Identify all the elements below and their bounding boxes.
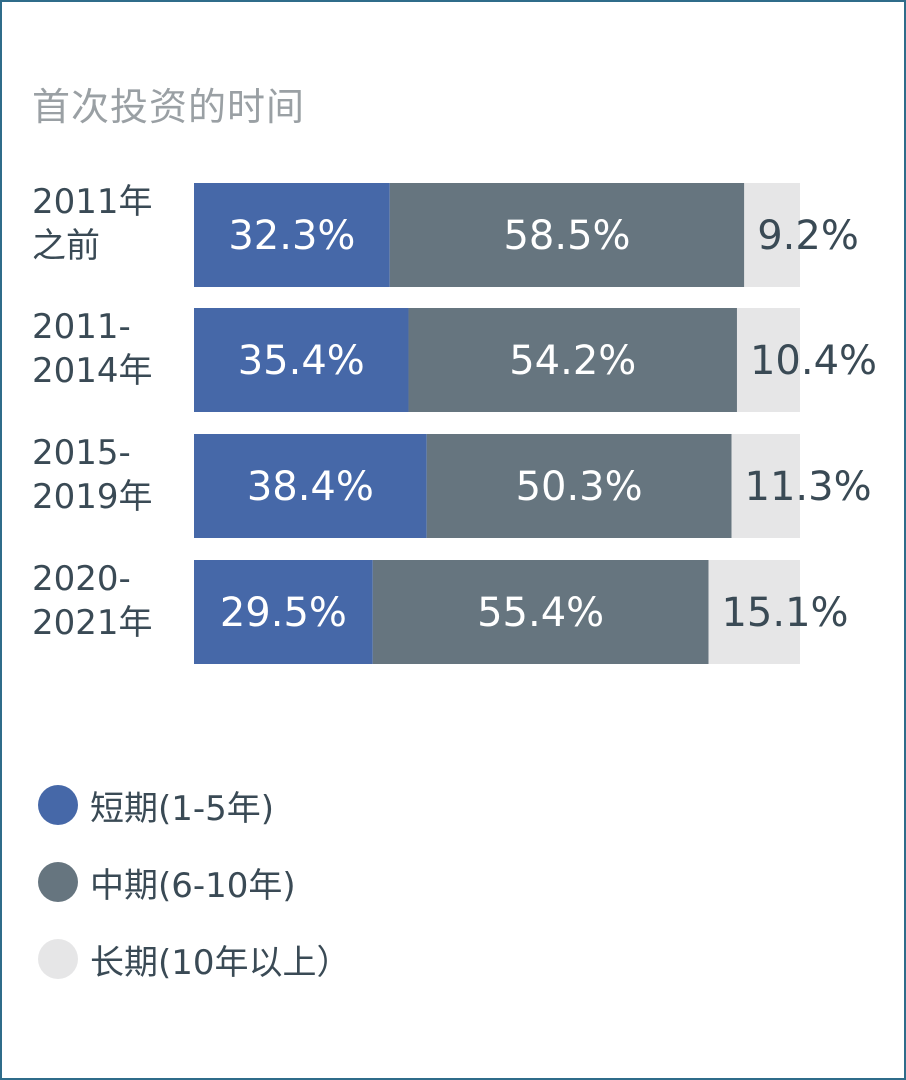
data-label-long-0: 9.2% [757,213,859,259]
data-label-short-1: 35.4% [238,338,365,384]
bar-short-1 [194,308,409,412]
legend-swatch-long [38,939,78,979]
bar-long-0 [744,183,800,287]
legend-item-short: 短期(1-5年) [38,785,351,829]
chart-title: 首次投资的时间 [32,85,306,129]
legend-item-long: 长期(10年以上） [38,939,351,983]
data-label-short-2: 38.4% [247,464,374,510]
category-label-2-1: 2019年 [32,477,153,517]
data-label-medium-0: 58.5% [503,213,630,259]
bar-long-3 [708,560,800,664]
legend: 短期(1-5年) 中期(6-10年) 长期(10年以上） [38,785,351,1016]
category-label-2-0: 2015- [32,433,131,473]
bar-medium-2 [426,434,732,538]
data-label-short-0: 32.3% [228,213,355,259]
bar-medium-1 [408,308,737,412]
bar-short-2 [194,434,427,538]
category-label-1-0: 2011- [32,307,131,347]
category-label-3-1: 2021年 [32,603,153,643]
data-label-medium-3: 55.4% [477,590,604,636]
category-label-3-0: 2020- [32,559,131,599]
data-label-long-2: 11.3% [745,464,872,510]
data-label-medium-1: 54.2% [509,338,636,384]
data-label-long-1: 10.4% [750,338,877,384]
bar-long-1 [736,308,800,412]
data-label-short-3: 29.5% [220,590,347,636]
legend-swatch-short [38,785,78,825]
legend-item-medium: 中期(6-10年) [38,862,351,906]
category-label-1-1: 2014年 [32,351,153,391]
bar-long-2 [731,434,800,538]
data-label-medium-2: 50.3% [516,464,643,510]
bar-medium-3 [372,560,709,664]
legend-label-medium: 中期(6-10年) [90,865,296,906]
category-label-0-1: 之前 [32,226,100,266]
bar-short-3 [194,560,373,664]
category-label-0-0: 2011年 [32,182,153,222]
legend-swatch-medium [38,862,78,902]
bar-short-0 [194,183,390,287]
bar-medium-0 [389,183,745,287]
legend-label-short: 短期(1-5年) [90,788,275,829]
legend-label-long: 长期(10年以上） [90,942,351,983]
data-label-long-3: 15.1% [721,590,848,636]
